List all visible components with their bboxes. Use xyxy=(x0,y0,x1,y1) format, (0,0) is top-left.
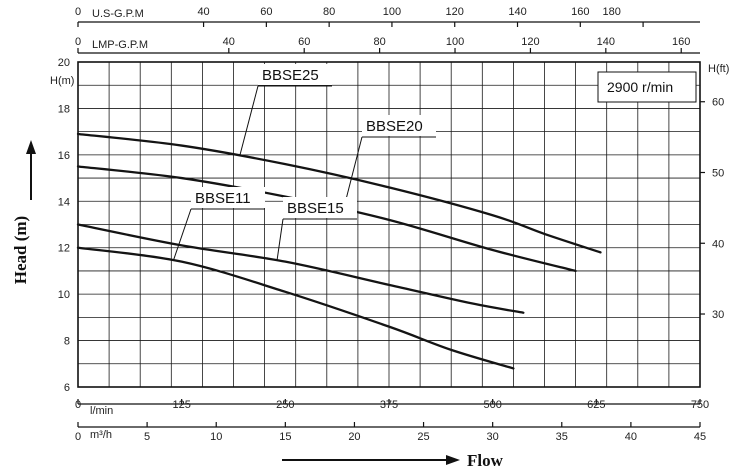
y-axis-title: Head (m) xyxy=(11,216,30,284)
usgpm-tick-label: 60 xyxy=(260,6,272,18)
m3h-tick-label: 30 xyxy=(487,431,499,443)
y-unit-label: H(m) xyxy=(50,75,74,87)
flow-arrow-head xyxy=(446,455,460,465)
series-label-bg xyxy=(258,64,332,85)
m3h-tick-label: 5 xyxy=(144,431,150,443)
series-curves xyxy=(76,132,602,370)
usgpm-tick-label: 0 xyxy=(75,6,81,18)
series-label-bbse11: BBSE11 xyxy=(195,190,251,207)
series-labels: BBSE25 BBSE20 BBSE15 BBSE11 xyxy=(172,64,436,261)
series-label-bg xyxy=(191,187,265,208)
lmpgpm-tick-label: 140 xyxy=(597,36,615,48)
y-tick-label: 8 xyxy=(64,336,70,348)
grid xyxy=(77,61,701,388)
speed-label: 2900 r/min xyxy=(607,79,673,95)
y-right-tick-label: 60 xyxy=(712,97,724,109)
usgpm-tick-label: 140 xyxy=(508,6,526,18)
speed-box xyxy=(597,71,697,103)
usgpm-label: U.S-G.P.M xyxy=(92,8,144,20)
series-label-bbse20: BBSE20 xyxy=(366,118,423,135)
series-label-bg xyxy=(362,115,436,136)
y-tick-label: 12 xyxy=(58,243,70,255)
m3h-tick-label: 25 xyxy=(417,431,429,443)
usgpm-tick-label: 40 xyxy=(197,6,209,18)
usgpm-tick-label: 160 xyxy=(571,6,589,18)
y-axis-arrow-head xyxy=(26,140,36,154)
m3h-label: m³/h xyxy=(90,429,112,441)
y-tick-label: 6 xyxy=(64,382,70,394)
lmin-tick-label: 750 xyxy=(691,399,709,411)
m3h-tick-label: 10 xyxy=(210,431,222,443)
m3h-tick-label: 20 xyxy=(348,431,360,443)
series-label-bg xyxy=(283,197,357,218)
lmpgpm-tick-label: 60 xyxy=(298,36,310,48)
lmpgpm-tick-label: 80 xyxy=(373,36,385,48)
series-label-bbse15: BBSE15 xyxy=(287,200,344,217)
m3h-tick-label: 35 xyxy=(556,431,568,443)
lmpgpm-tick-label: 0 xyxy=(75,36,81,48)
usgpm-tick-label: 120 xyxy=(446,6,464,18)
m3h-tick-label: 45 xyxy=(694,431,706,443)
y-tick-label: 20 xyxy=(58,57,70,69)
usgpm-tick-label: 100 xyxy=(383,6,401,18)
lmin-label: l/min xyxy=(90,405,113,417)
curve-bbse25 xyxy=(76,132,602,254)
y-right-unit-label: H(ft) xyxy=(708,63,729,75)
lmin-tick-label: 375 xyxy=(380,399,398,411)
y-right-tick-label: 40 xyxy=(712,238,724,250)
series-label-leader xyxy=(239,85,259,157)
y-tick-label: 16 xyxy=(58,150,70,162)
lmin-tick-label: 0 xyxy=(75,399,81,411)
y-right-tick-label: 50 xyxy=(712,168,724,180)
series-label-bbse25: BBSE25 xyxy=(262,67,319,84)
m3h-tick-label: 0 xyxy=(75,431,81,443)
curve-bbse15 xyxy=(76,223,525,314)
usgpm-tick-label: 180 xyxy=(603,6,621,18)
m3h-tick-label: 15 xyxy=(279,431,291,443)
y-tick-label: 14 xyxy=(58,196,70,208)
lmpgpm-tick-label: 120 xyxy=(521,36,539,48)
x-axis-title: Flow xyxy=(467,451,504,470)
y-right-tick-label: 30 xyxy=(712,309,724,321)
y-tick-label: 10 xyxy=(58,289,70,301)
lmpgpm-tick-label: 100 xyxy=(446,36,464,48)
lmin-tick-label: 500 xyxy=(483,399,501,411)
usgpm-tick-label: 80 xyxy=(323,6,335,18)
curve-bbse11 xyxy=(76,246,515,370)
lmin-tick-label: 625 xyxy=(587,399,605,411)
lmpgpm-label: LMP-G.P.M xyxy=(92,39,148,51)
series-label-leader xyxy=(172,208,192,261)
lmpgpm-tick-label: 40 xyxy=(223,36,235,48)
series-label-leader xyxy=(276,218,284,261)
lmpgpm-tick-label: 160 xyxy=(672,36,690,48)
y-tick-label: 18 xyxy=(58,103,70,115)
lmin-tick-label: 250 xyxy=(276,399,294,411)
lmin-tick-label: 125 xyxy=(172,399,190,411)
m3h-tick-label: 40 xyxy=(625,431,637,443)
